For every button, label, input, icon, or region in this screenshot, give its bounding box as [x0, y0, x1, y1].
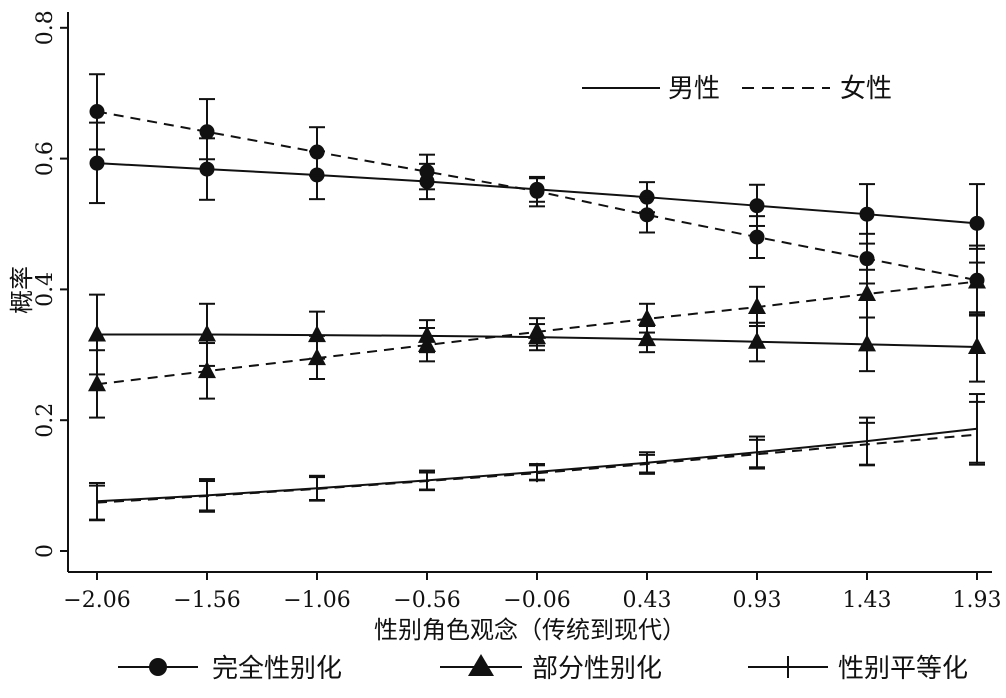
- data-point: [419, 164, 435, 180]
- x-tick-label: −2.06: [63, 588, 130, 613]
- data-point: [859, 206, 875, 222]
- y-ticks: 0 0.2 0.4 0.6 0.8: [33, 10, 68, 558]
- x-tick-label: −0.56: [393, 588, 460, 613]
- data-point: [89, 104, 105, 120]
- series-circle-female: [89, 73, 985, 316]
- data-point: [88, 324, 106, 342]
- series-plus-male: [89, 393, 985, 522]
- data-point: [858, 334, 876, 352]
- data-point: [639, 207, 655, 223]
- y-tick-label: 0.8: [33, 10, 58, 45]
- data-point: [528, 321, 546, 339]
- data-point: [308, 348, 326, 366]
- data-point: [199, 161, 215, 177]
- data-point: [969, 215, 985, 231]
- data-point: [748, 331, 766, 349]
- x-ticks: −2.06 −1.56 −1.06 −0.56 −0.06 0.43 0.93 1.43 1.9…: [63, 572, 1001, 613]
- data-point: [749, 229, 765, 245]
- x-tick-label: 1.43: [843, 588, 892, 613]
- series-line: [96, 433, 978, 504]
- data-point: [198, 361, 216, 379]
- x-axis-label: 性别角色观念（传统到现代）: [374, 616, 686, 644]
- data-point: [748, 297, 766, 315]
- legend-triangle-label: 部分性别化: [532, 654, 662, 684]
- data-point: [198, 324, 216, 342]
- y-tick-label: 0.4: [33, 272, 58, 307]
- data-point: [418, 334, 436, 352]
- data-point: [968, 271, 986, 289]
- legend-plus-label: 性别平等化: [838, 654, 968, 684]
- data-point: [859, 251, 875, 267]
- x-tick-label: 1.93: [953, 588, 1002, 613]
- x-tick-label: −1.56: [173, 588, 240, 613]
- legend-male-label: 男性: [668, 74, 720, 104]
- data-point: [638, 308, 656, 326]
- legend-circle-label: 完全性别化: [212, 654, 342, 684]
- y-tick-label: 0: [33, 544, 58, 558]
- data-point: [858, 283, 876, 301]
- x-tick-label: −0.06: [503, 588, 570, 613]
- data-point: [968, 336, 986, 354]
- data-point: [749, 198, 765, 214]
- marker-legend: 完全性别化 部分性别化 性别平等化: [118, 654, 968, 684]
- data-point: [199, 124, 215, 140]
- y-tick-label: 0.6: [33, 141, 58, 176]
- series-triangle-female: [88, 247, 986, 419]
- data-point: [309, 144, 325, 160]
- data-point: [529, 183, 545, 199]
- series-plus-female: [89, 400, 985, 521]
- data-point: [89, 155, 105, 171]
- line-style-legend: 男性 女性: [582, 74, 892, 104]
- x-tick-label: −1.06: [283, 588, 350, 613]
- legend-circle-marker: [149, 658, 167, 676]
- legend-female-label: 女性: [840, 74, 892, 104]
- data-point: [638, 329, 656, 347]
- data-point: [88, 374, 106, 392]
- y-tick-label: 0.2: [33, 403, 58, 438]
- y-axis-label: 概率: [8, 266, 36, 314]
- x-tick-label: 0.43: [623, 588, 672, 613]
- legend-triangle-marker: [468, 654, 494, 676]
- data-point: [308, 325, 326, 343]
- x-tick-label: 0.93: [733, 588, 782, 613]
- plot-area: [88, 73, 986, 522]
